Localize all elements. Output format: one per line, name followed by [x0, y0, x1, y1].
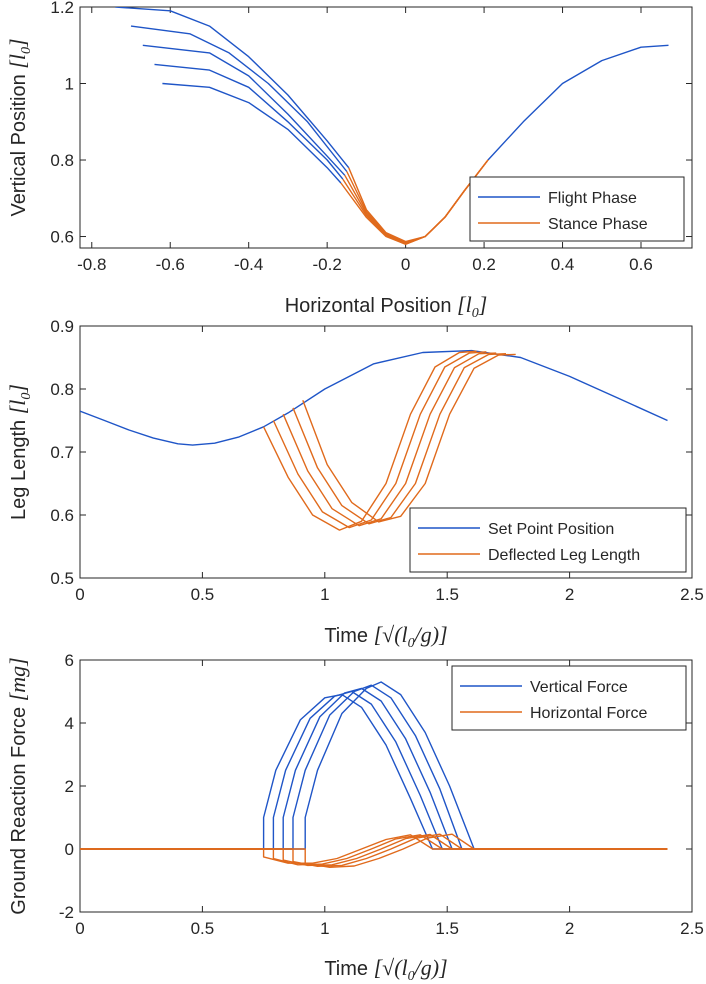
x-tick-label: 1.5	[435, 919, 459, 938]
legend-label-2: Stance Phase	[548, 216, 648, 233]
series-line-5	[80, 681, 668, 850]
legend-box	[469, 176, 685, 242]
y-tick-label: 1	[65, 75, 74, 94]
series-line-3	[272, 351, 487, 529]
series-line-2	[162, 82, 342, 184]
series-line-3	[80, 687, 668, 850]
legend: Vertical Force Horizontal Force	[451, 665, 687, 731]
x-axis-label: Time [√(l0/g)]	[324, 622, 447, 651]
x-tick-label: -0.4	[234, 255, 263, 274]
axes-box	[79, 6, 693, 249]
series-line-8	[80, 833, 668, 867]
y-tick-label: 6	[65, 651, 74, 670]
series-line-9	[344, 159, 489, 245]
series-line-4	[142, 44, 346, 176]
series-line-10	[346, 159, 489, 244]
series-line-8	[342, 159, 489, 245]
series-line-9	[80, 833, 668, 867]
x-tick-label: -0.8	[77, 255, 106, 274]
x-tick-label: 0	[401, 255, 410, 274]
legend: Flight Phase Stance Phase	[469, 176, 685, 242]
legend-label-1: Vertical Force	[530, 679, 628, 696]
series-line-5	[292, 353, 507, 525]
chart-panel-1: -0.8 -0.6 -0.4 -0.2 0 0.2 0.4 0.6 0.6 0.8 1 1.2 Hori…	[5, 0, 693, 321]
x-tick-label: 1	[320, 585, 329, 604]
y-axis-label: Ground Reaction Force [mg]	[5, 657, 30, 914]
x-axis-label: Time [√(l0/g)]	[324, 955, 447, 984]
series-line-4	[80, 684, 668, 850]
legend-label-2: Horizontal Force	[530, 705, 647, 722]
y-tick-label: 2	[65, 777, 74, 796]
x-tick-label: 0.5	[191, 919, 215, 938]
y-tick-label: 1.2	[50, 0, 74, 17]
x-tick-label: -0.6	[156, 255, 185, 274]
x-tick-label: 1	[320, 919, 329, 938]
series-line-10	[80, 833, 668, 868]
series-line-5	[130, 25, 348, 172]
x-tick-label: 0	[75, 919, 84, 938]
y-tick-label: -2	[59, 903, 74, 922]
series-line-7	[80, 834, 668, 866]
y-axis-label: Vertical Position [l0]	[5, 38, 34, 216]
series-line-4	[282, 352, 497, 527]
series-line-6	[115, 7, 350, 169]
y-axis-label: Leg Length [l0]	[5, 384, 34, 520]
series-line-1	[80, 349, 668, 446]
y-tick-label: 0.8	[50, 380, 74, 399]
y-tick-label: 0	[65, 840, 74, 859]
legend-label-2: Deflected Leg Length	[488, 547, 640, 564]
series-line-1	[487, 44, 669, 161]
x-axis-label: Horizontal Position [l0]	[285, 292, 488, 321]
x-tick-label: -0.2	[313, 255, 342, 274]
x-tick-label: 0.2	[472, 255, 496, 274]
legend-box	[451, 665, 687, 731]
x-tick-label: 2	[565, 919, 574, 938]
x-tick-label: 1.5	[435, 585, 459, 604]
series-group	[80, 681, 668, 868]
series-line-3	[154, 63, 344, 180]
x-tick-label: 0.6	[629, 255, 653, 274]
series-group	[80, 349, 668, 531]
y-tick-label: 0.6	[50, 506, 74, 525]
x-tick-label: 0	[75, 585, 84, 604]
x-tick-label: 2.5	[680, 585, 704, 604]
x-tick-label: 2.5	[680, 919, 704, 938]
legend-label-1: Set Point Position	[488, 521, 614, 538]
y-tick-label: 0.7	[50, 443, 74, 462]
x-tick-label: 0.5	[191, 585, 215, 604]
y-tick-label: 0.5	[50, 569, 74, 588]
series-line-2	[262, 350, 477, 531]
y-tick-label: 0.6	[50, 228, 74, 247]
series-line-6	[302, 353, 516, 523]
y-tick-label: 4	[65, 714, 74, 733]
y-tick-label: 0.9	[50, 317, 74, 336]
series-line-1	[80, 693, 668, 850]
x-tick-label: 2	[565, 585, 574, 604]
y-tick-label: 0.8	[50, 151, 74, 170]
legend-label-1: Flight Phase	[548, 190, 637, 207]
series-line-6	[80, 834, 668, 864]
x-tick-label: 0.4	[551, 255, 575, 274]
legend-box	[409, 507, 687, 573]
series-group	[115, 7, 669, 245]
series-line-11	[348, 159, 489, 243]
legend: Set Point Position Deflected Leg Length	[409, 507, 687, 573]
